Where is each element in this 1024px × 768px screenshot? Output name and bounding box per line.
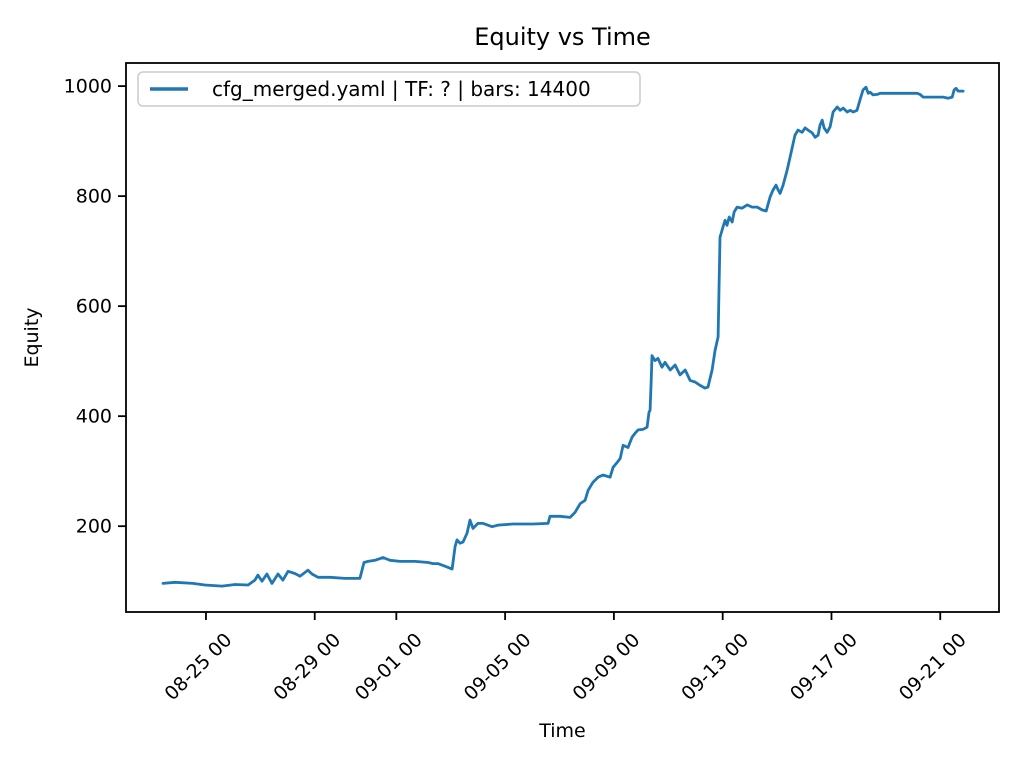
x-tick-label: 09-05 00 — [460, 629, 536, 705]
equity-line — [161, 85, 965, 588]
x-tick-label: 09-09 00 — [568, 629, 644, 705]
plot-frame — [125, 62, 1000, 613]
x-tick-label: 08-29 00 — [269, 629, 345, 705]
legend-label: cfg_merged.yaml | TF: ? | bars: 14400 — [212, 77, 591, 101]
legend-box — [137, 71, 641, 107]
y-tick-label: 400 — [76, 406, 112, 428]
x-tick-label: 09-01 00 — [351, 629, 427, 705]
y-axis-label: Equity — [21, 307, 43, 367]
y-tick-label: 800 — [76, 186, 112, 208]
x-tick-label: 09-13 00 — [677, 629, 753, 705]
chart-title: Equity vs Time — [474, 23, 651, 51]
y-tick-label: 600 — [76, 296, 112, 318]
x-tick-label: 08-25 00 — [161, 629, 237, 705]
y-tick-label: 1000 — [64, 76, 112, 98]
x-axis-label: Time — [538, 720, 586, 742]
x-tick-label: 09-21 00 — [895, 629, 971, 705]
y-tick-label: 200 — [76, 516, 112, 538]
x-tick-label: 09-17 00 — [786, 629, 862, 705]
